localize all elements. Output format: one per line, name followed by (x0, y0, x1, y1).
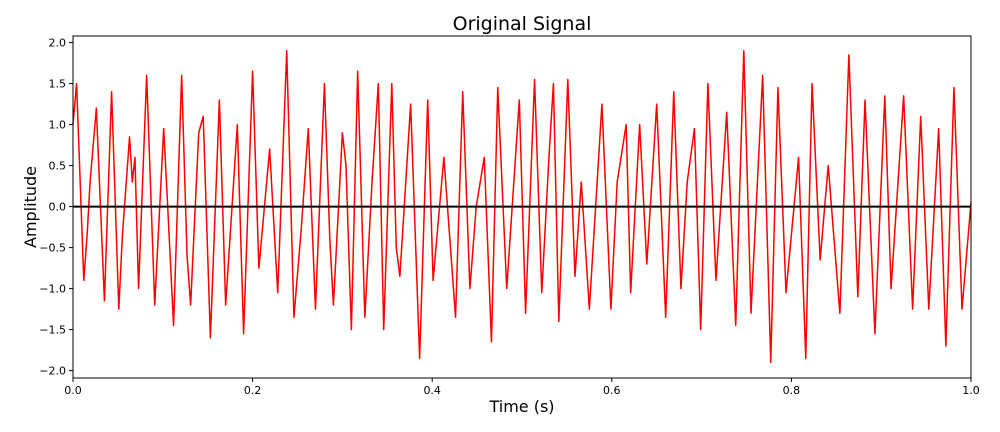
x-tick-label: 0.4 (423, 384, 441, 397)
y-tick-label: 0.5 (49, 160, 67, 173)
x-tick-label: 0.2 (244, 384, 262, 397)
chart-title: Original Signal (453, 13, 592, 35)
y-tick-label: −1.5 (39, 324, 66, 337)
y-tick-label: 2.0 (49, 37, 67, 50)
y-tick-label: 0.0 (49, 201, 67, 214)
y-tick-label: 1.0 (49, 119, 67, 132)
x-tick-label: 1.0 (962, 384, 980, 397)
y-tick-label: −1.0 (39, 283, 66, 296)
y-tick-label: −0.5 (39, 242, 66, 255)
y-tick-label: −2.0 (39, 365, 66, 378)
plot-frame (72, 35, 972, 379)
x-tick-label: 0.0 (64, 384, 82, 397)
x-axis-label: Time (s) (488, 397, 554, 416)
x-tick-label: 0.6 (603, 384, 621, 397)
y-axis-label: Amplitude (21, 166, 40, 248)
y-tick-label: 1.5 (49, 78, 67, 91)
x-tick-label: 0.8 (783, 384, 801, 397)
